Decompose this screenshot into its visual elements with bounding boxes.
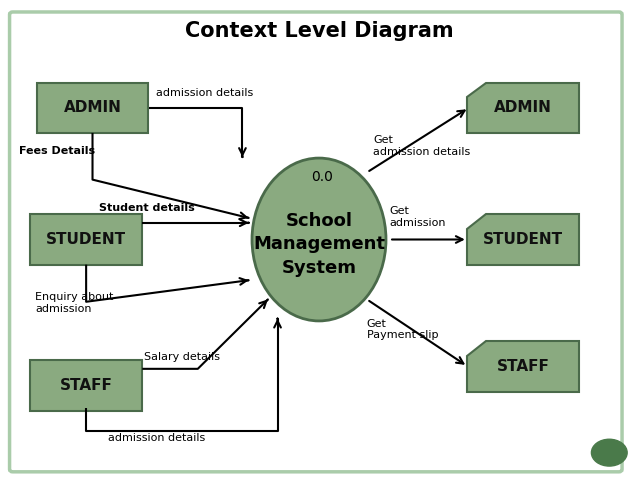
Text: STUDENT: STUDENT [483,232,563,247]
Polygon shape [467,342,579,392]
Text: Fees Details: Fees Details [19,146,95,156]
Text: STAFF: STAFF [60,378,112,393]
FancyBboxPatch shape [36,83,148,133]
Text: School
Management
System: School Management System [253,212,385,277]
FancyBboxPatch shape [31,361,142,411]
Text: Get
Payment slip: Get Payment slip [367,319,438,340]
Polygon shape [467,215,579,264]
Text: Enquiry about
admission: Enquiry about admission [35,292,114,314]
Text: admission details: admission details [156,88,253,98]
Text: STAFF: STAFF [497,359,549,374]
Text: Get
admission: Get admission [389,206,446,228]
Polygon shape [467,83,579,133]
Circle shape [591,439,627,466]
FancyBboxPatch shape [10,12,622,472]
Text: Student details: Student details [99,203,195,213]
FancyBboxPatch shape [31,215,142,264]
Text: Salary details: Salary details [144,352,219,362]
Ellipse shape [252,158,386,321]
Text: ADMIN: ADMIN [64,100,121,115]
Text: Context Level Diagram: Context Level Diagram [184,21,454,41]
Text: Get
admission details: Get admission details [373,135,470,157]
Text: admission details: admission details [108,433,205,443]
Text: ADMIN: ADMIN [494,100,552,115]
Text: STUDENT: STUDENT [46,232,126,247]
Text: 0.0: 0.0 [311,170,333,184]
